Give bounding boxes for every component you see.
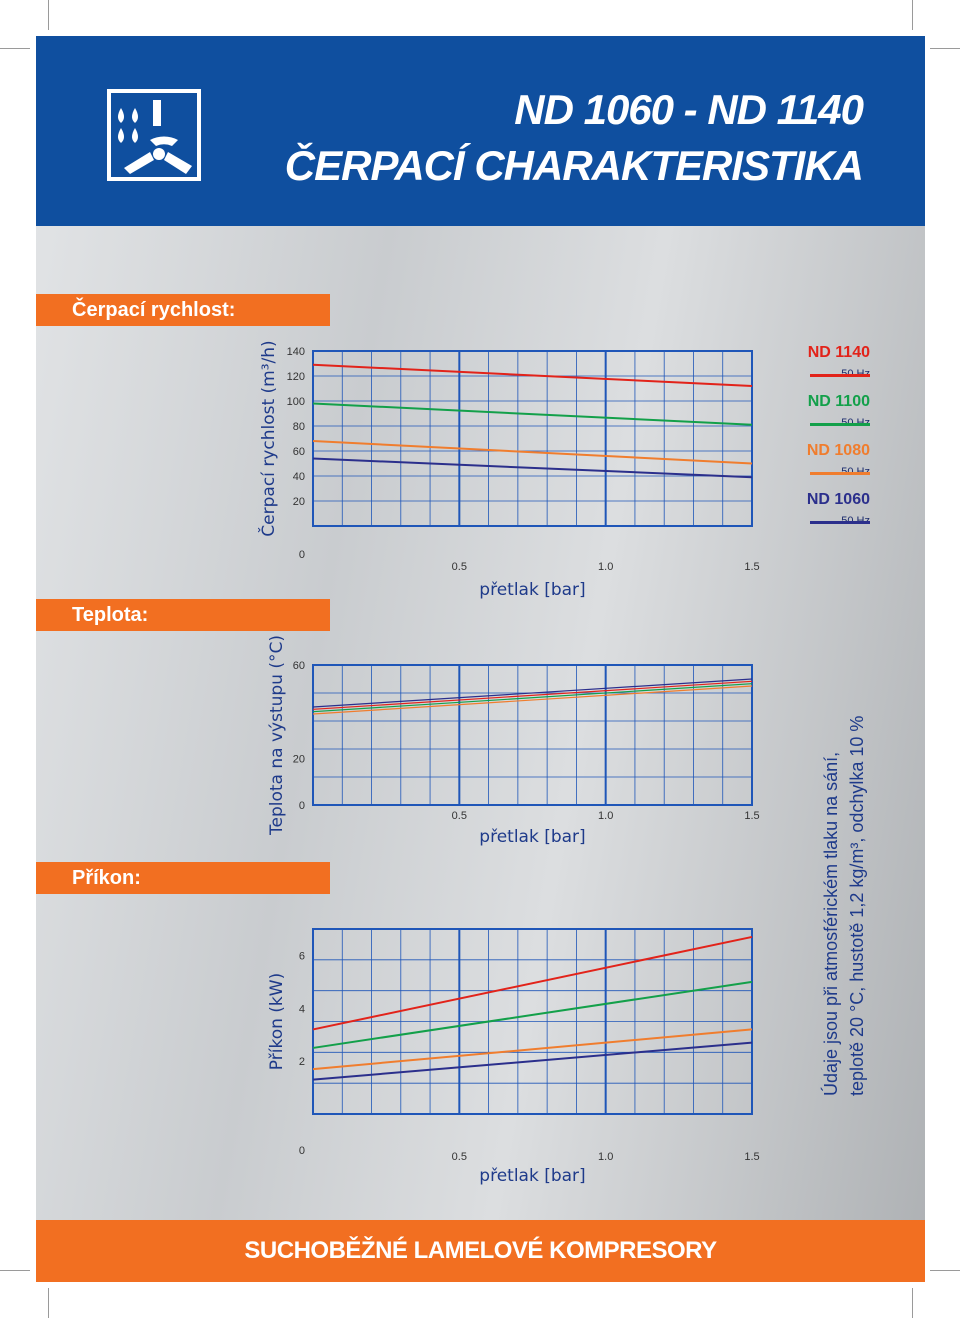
section-label-power: Příkon:: [36, 862, 330, 894]
series-line: [312, 363, 753, 387]
crop-mark: [48, 0, 49, 30]
x-tick-label: 0.5: [452, 810, 467, 822]
series-line: [312, 683, 753, 713]
legend-name: ND 1140: [807, 344, 870, 361]
plot-frame: [312, 350, 753, 527]
y-axis-label: Příkon (kW): [267, 973, 287, 1070]
header-banner: ND 1060 - ND 1140 ČERPACÍ CHARAKTERISTIK…: [36, 36, 925, 226]
series-line: [312, 402, 753, 426]
legend-item: ND 1140 50 Hz: [770, 344, 870, 393]
legend-item: ND 1080 50 Hz: [770, 442, 870, 491]
y-tick-label: 0: [299, 549, 305, 561]
legend-swatch: [810, 521, 870, 524]
y-tick-label: 20: [293, 753, 305, 765]
series-line: [312, 680, 753, 710]
x-tick-label: 1.0: [598, 1151, 613, 1163]
conditions-note: Údaje jsou při atmosférickém tlaku na sá…: [818, 715, 870, 1096]
legend-name: ND 1100: [807, 393, 870, 410]
x-axis-label: přetlak [bar]: [479, 1166, 585, 1186]
x-tick-label: 1.5: [744, 810, 759, 822]
x-tick-label: 1.0: [598, 810, 613, 822]
series-line: [312, 1041, 753, 1081]
y-tick-label: 2: [299, 1056, 305, 1068]
note-line: Údaje jsou při atmosférickém tlaku na sá…: [821, 751, 841, 1096]
y-axis-label: Čerpací rychlost (m³/h): [257, 340, 279, 536]
y-tick-label: 4: [299, 1003, 305, 1015]
page-subtitle: ČERPACÍ CHARAKTERISTIKA: [284, 142, 864, 189]
x-axis-label: přetlak [bar]: [479, 827, 585, 847]
crop-mark: [930, 1270, 960, 1271]
y-tick-label: 60: [293, 660, 305, 672]
y-tick-label: 40: [293, 471, 305, 483]
crop-mark: [912, 0, 913, 30]
x-tick-label: 1.5: [744, 561, 759, 573]
plot-frame: [312, 928, 753, 1115]
plot-frame: [312, 664, 753, 806]
pump-vane-logo-icon: [107, 89, 201, 181]
crop-mark: [0, 1270, 30, 1271]
series-line: [312, 685, 753, 715]
section-label-temperature: Teplota:: [36, 599, 330, 631]
footer-banner: SUCHOBĚŽNÉ LAMELOVÉ KOMPRESORY: [36, 1220, 925, 1282]
y-tick-label: 20: [293, 496, 305, 508]
series-line: [312, 457, 753, 479]
y-tick-label: 60: [293, 446, 305, 458]
y-tick-label: 140: [287, 346, 305, 358]
y-tick-label: 0: [299, 1145, 305, 1157]
legend-swatch: [810, 423, 870, 426]
legend-name: ND 1060: [806, 491, 870, 508]
y-tick-label: 0: [299, 800, 305, 812]
series-line: [312, 678, 753, 708]
y-axis-label: Teplota na výstupu (°C): [267, 635, 287, 836]
x-tick-label: 0.5: [452, 1151, 467, 1163]
legend-swatch: [810, 472, 870, 475]
series-line: [312, 935, 753, 1031]
legend: ND 1140 50 Hz ND 1100 50 Hz ND 1080 50 H…: [770, 344, 870, 540]
section-label-flow: Čerpací rychlost:: [36, 294, 330, 326]
legend-item: ND 1060 50 Hz: [770, 491, 870, 540]
y-tick-label: 100: [287, 396, 305, 408]
legend-swatch: [810, 374, 870, 377]
x-axis-label: přetlak [bar]: [479, 580, 585, 600]
y-tick-label: 6: [299, 950, 305, 962]
y-tick-label: 80: [293, 421, 305, 433]
x-tick-label: 1.5: [744, 1151, 759, 1163]
datasheet-page: ND 1060 - ND 1140 ČERPACÍ CHARAKTERISTIK…: [36, 36, 925, 1282]
x-tick-label: 1.0: [598, 561, 613, 573]
crop-mark: [912, 1288, 913, 1318]
page-title: ND 1060 - ND 1140: [514, 86, 864, 133]
series-line: [312, 980, 753, 1049]
crop-mark: [0, 48, 30, 49]
legend-name: ND 1080: [806, 442, 870, 459]
x-tick-label: 0.5: [452, 561, 467, 573]
series-line: [312, 440, 753, 465]
legend-item: ND 1100 50 Hz: [770, 393, 870, 442]
crop-mark: [930, 48, 960, 49]
note-line: teplotě 20 °C, hustotě 1,2 kg/m³, odchyl…: [847, 715, 867, 1096]
y-tick-label: 120: [287, 371, 305, 383]
series-line: [312, 1028, 753, 1071]
crop-mark: [48, 1288, 49, 1318]
